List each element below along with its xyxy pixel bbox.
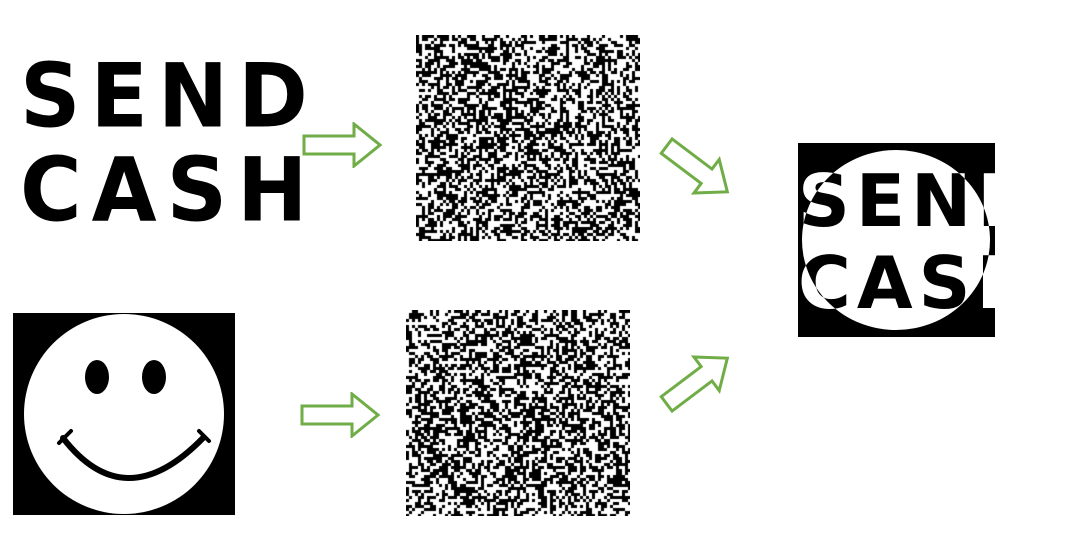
noise-pattern-bottom [406,310,630,516]
smiley-source-image [13,313,235,515]
noise-pattern-top [416,35,640,241]
noise-pattern-bottom-canvas [406,310,630,516]
overlay-result-image: SEND CASH [798,143,995,337]
source-text-line-1: SEND [20,44,318,148]
result-text-line-1: SEND [798,159,995,243]
arrow-icon-top [302,122,383,168]
arrow-icon-diagonal-down [659,136,730,195]
arrow-icon-bottom [300,392,381,438]
result-text-line-2: CASH [798,241,995,325]
overlay-circle-shape [802,150,990,330]
arrow-icon-diagonal-up [659,355,730,414]
smiley-face-icon [13,313,235,515]
noise-pattern-top-canvas [416,35,640,241]
send-cash-source-image: SEND CASH [20,40,318,242]
source-text-line-2: CASH [20,138,318,242]
